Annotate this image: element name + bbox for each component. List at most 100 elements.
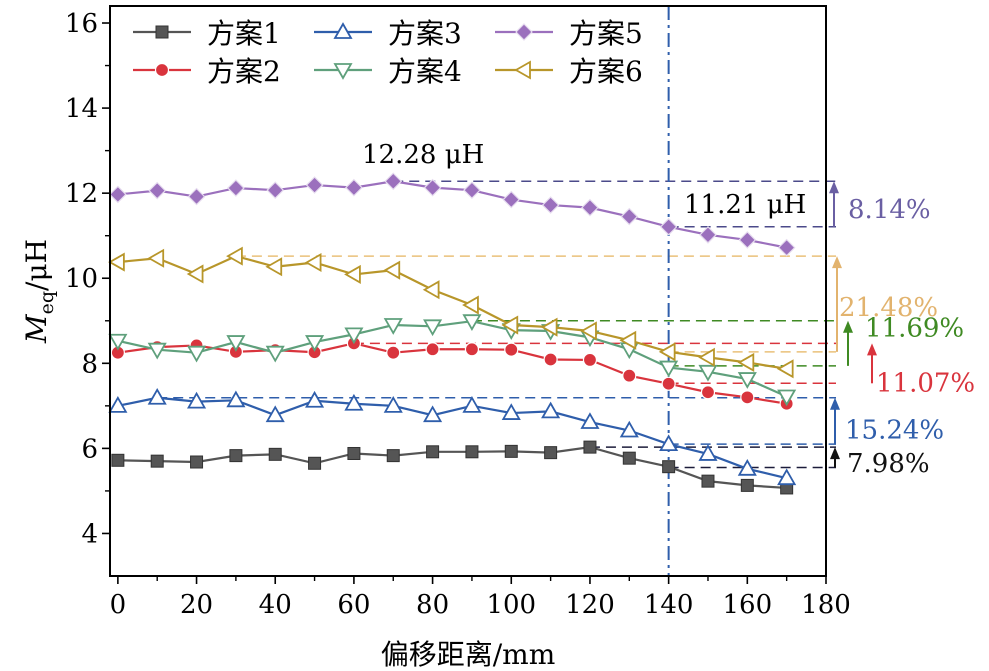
legend-label: 方案6 <box>569 55 643 88</box>
legend-marker <box>333 22 353 39</box>
legend-label: 方案1 <box>207 17 281 50</box>
plot-frame <box>109 5 827 577</box>
series-3 <box>108 387 797 486</box>
percent-marker-2: 21.48% <box>832 256 938 352</box>
data-point <box>383 260 401 280</box>
y-tick-label: 8 <box>81 349 98 379</box>
value-annotation: 12.28 μH <box>362 140 484 170</box>
data-point <box>266 181 285 200</box>
data-point <box>147 248 165 268</box>
legend-marker <box>333 63 353 80</box>
data-point <box>344 327 364 345</box>
data-point <box>425 342 440 357</box>
percent-marker-3: 11.69% <box>843 313 964 366</box>
data-point <box>462 295 479 315</box>
data-point <box>345 178 363 197</box>
data-point <box>582 352 598 368</box>
data-point <box>383 318 403 335</box>
legend-marker <box>155 25 169 39</box>
y-axis: 4 6 8 10 12 14 16 <box>65 9 110 549</box>
data-point <box>581 198 599 217</box>
data-point <box>426 445 440 459</box>
data-point <box>501 315 519 335</box>
percent-label: 11.69% <box>865 313 964 343</box>
data-point <box>305 335 325 352</box>
data-point <box>698 444 718 461</box>
data-point <box>108 333 128 351</box>
data-point <box>108 252 125 272</box>
data-point <box>740 478 754 492</box>
legend-label: 方案3 <box>388 17 462 50</box>
data-point <box>504 342 519 357</box>
data-point <box>186 391 207 409</box>
data-point <box>541 196 560 214</box>
percent-label: 8.14% <box>848 195 931 225</box>
data-point <box>777 389 797 407</box>
x-axis: 0 20 40 60 80 100 120 140 160 180 <box>110 576 851 620</box>
reference-lines <box>157 180 836 469</box>
data-point <box>227 179 245 197</box>
data-point <box>147 387 167 405</box>
x-tick-label: 40 <box>259 590 292 620</box>
data-point <box>305 176 324 194</box>
data-point <box>186 345 207 363</box>
data-point <box>190 455 204 469</box>
data-point <box>502 190 521 209</box>
data-point <box>386 449 400 463</box>
y-label-unit: /μH <box>20 239 53 291</box>
legend: 方案1 方案2 方案3 方案4 方案5 方案6 <box>133 17 643 88</box>
value-annotation: 11.21 μH <box>684 190 806 220</box>
percent-arrow-head <box>843 320 853 333</box>
percent-label: 15.24% <box>845 415 944 445</box>
data-point <box>463 181 481 200</box>
data-point <box>622 451 636 465</box>
data-point <box>111 453 125 467</box>
data-point <box>383 396 403 413</box>
data-point <box>501 403 521 420</box>
data-point <box>265 345 285 363</box>
percent-label: 11.07% <box>876 369 975 399</box>
x-tick-label: 160 <box>722 590 772 620</box>
data-point <box>423 319 443 337</box>
legend-marker <box>515 23 533 41</box>
y-label-main: M <box>20 313 53 344</box>
data-point <box>701 474 715 488</box>
series-line <box>117 320 788 398</box>
data-point <box>186 264 204 284</box>
data-point <box>740 390 755 405</box>
data-point <box>187 187 206 206</box>
data-point <box>268 447 282 461</box>
data-point <box>226 335 246 352</box>
y-tick-label: 16 <box>65 9 98 39</box>
data-point <box>504 444 518 458</box>
percent-marker-4: 11.07% <box>867 343 975 399</box>
percent-label: 21.48% <box>839 293 938 323</box>
data-point <box>540 317 558 337</box>
data-point <box>622 368 637 383</box>
percent-arrow-head <box>829 181 839 194</box>
data-point <box>737 352 755 373</box>
legend-label: 方案4 <box>388 55 462 88</box>
data-point <box>305 390 325 408</box>
legend-marker <box>514 60 531 80</box>
data-point <box>659 360 679 378</box>
data-point <box>150 454 164 468</box>
series-5 <box>109 172 796 257</box>
x-tick-label: 60 <box>337 590 370 620</box>
x-tick-label: 20 <box>180 590 213 620</box>
data-point <box>265 257 283 277</box>
data-point <box>661 376 676 391</box>
data-point <box>659 217 678 236</box>
legend-marker <box>154 62 170 78</box>
data-point <box>386 345 401 360</box>
data-point <box>423 178 442 197</box>
data-point <box>737 458 757 476</box>
data-point <box>541 401 561 419</box>
series-group <box>108 172 797 495</box>
legend-item-3: 方案3 <box>314 17 462 50</box>
series-1 <box>111 440 794 495</box>
data-point <box>777 238 796 257</box>
data-point <box>620 207 639 226</box>
data-point <box>738 231 757 249</box>
